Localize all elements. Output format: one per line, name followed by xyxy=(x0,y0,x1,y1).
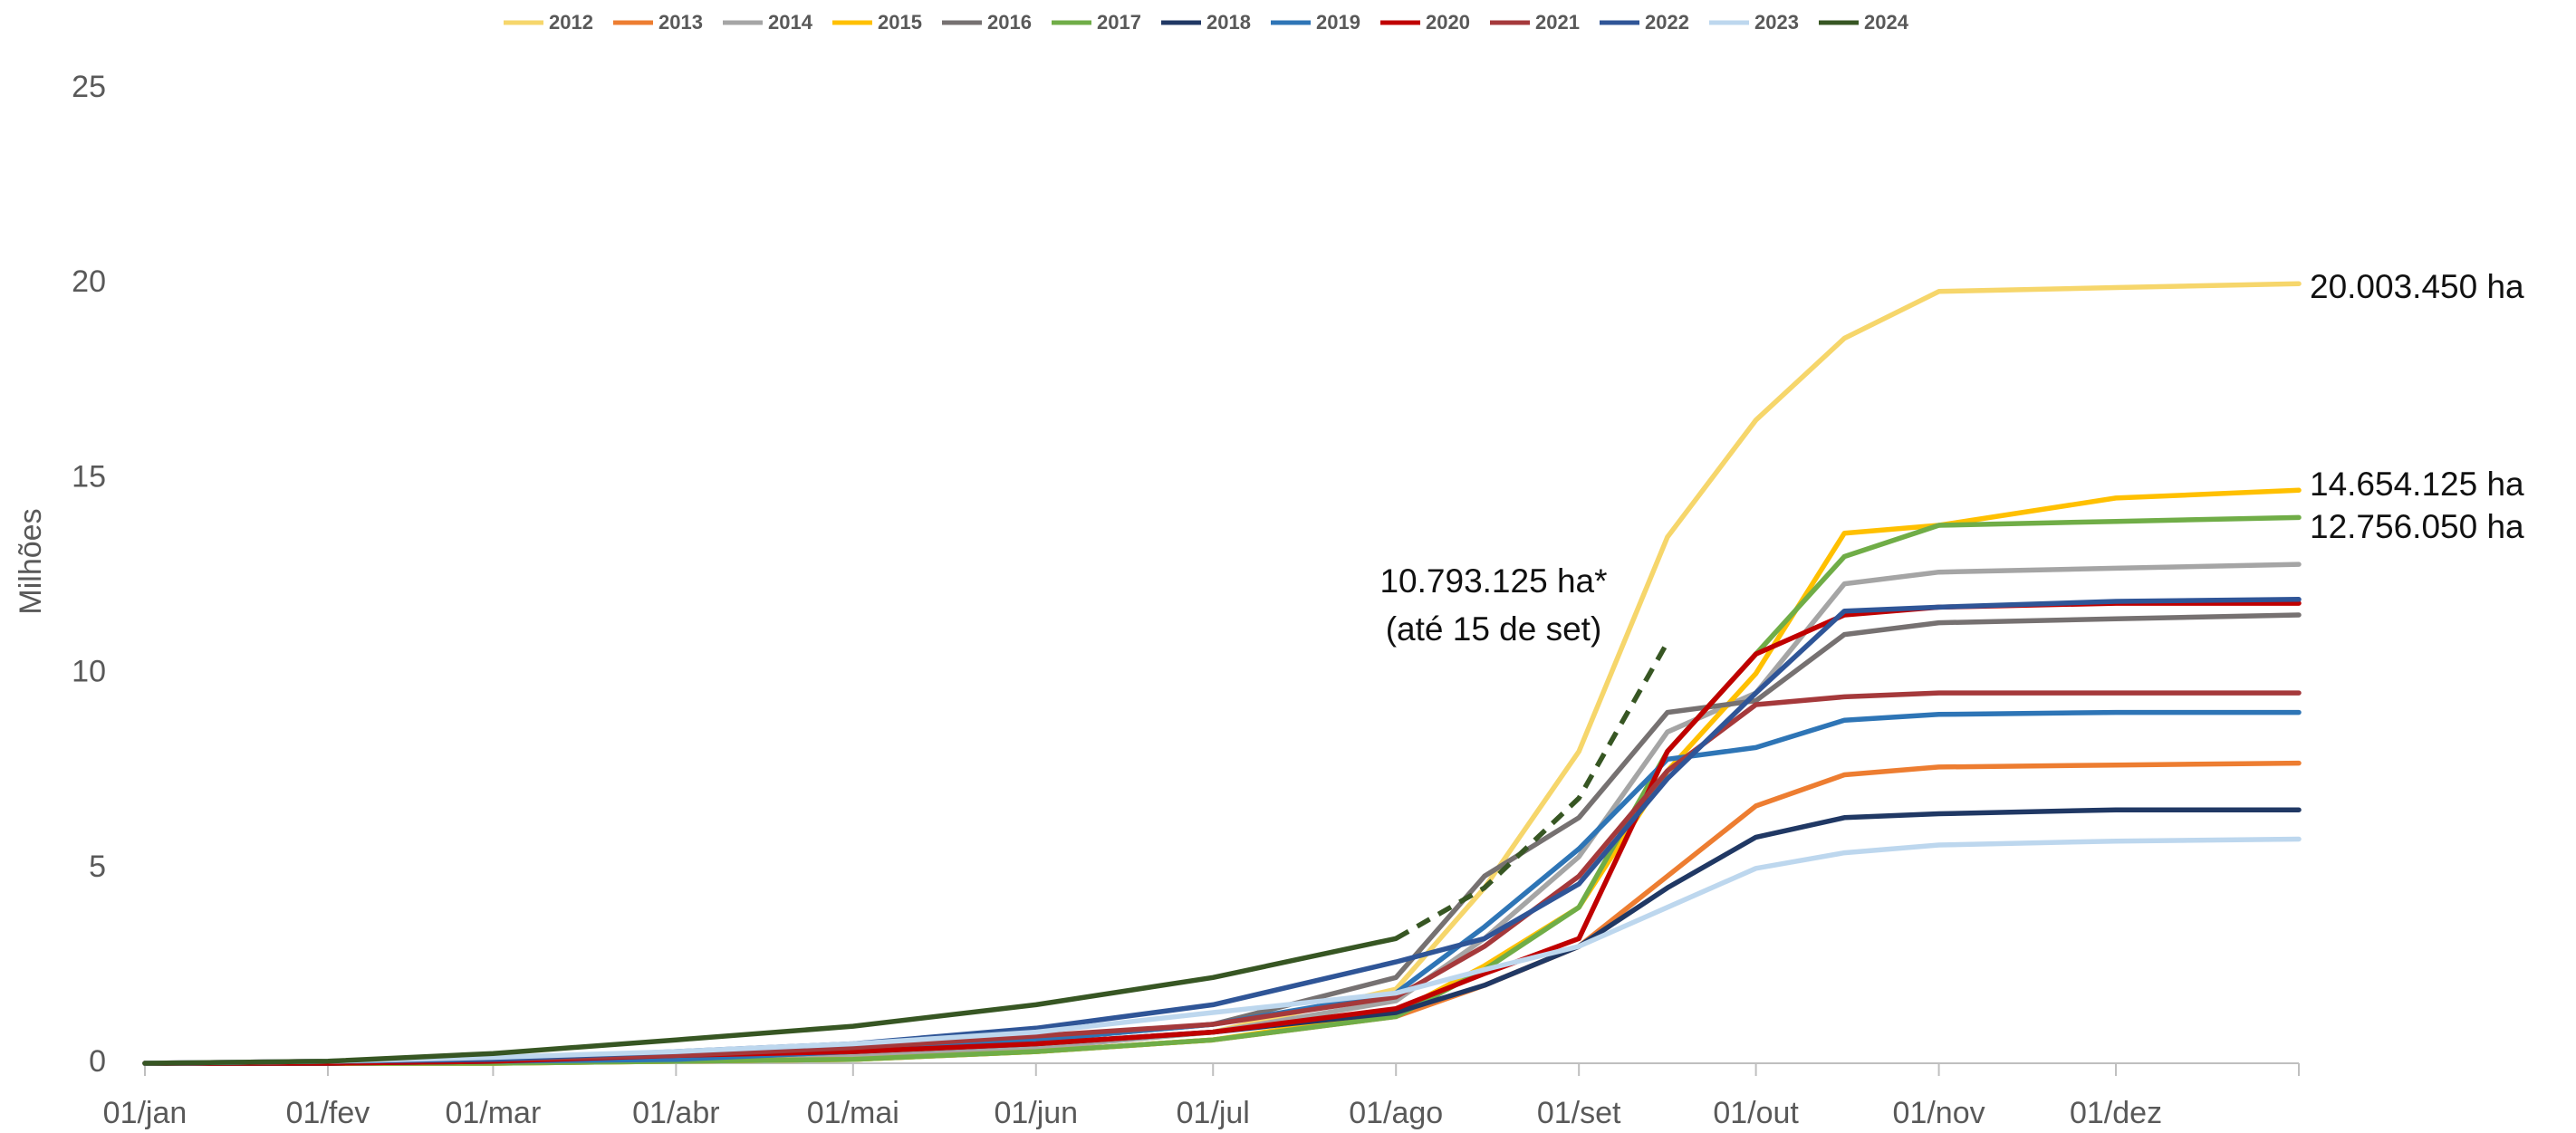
series-line xyxy=(142,597,2302,1066)
series-line xyxy=(142,690,2302,1066)
series-line xyxy=(142,936,1399,1066)
annotation: 12.756.050 ha xyxy=(2310,508,2524,545)
x-tick-label: 01/set xyxy=(1537,1096,1621,1130)
x-tick-label: 01/abr xyxy=(632,1096,719,1130)
legend-label: 2015 xyxy=(878,11,922,34)
annotation: (até 15 de set) xyxy=(1386,610,1602,648)
x-tick-label: 01/fev xyxy=(286,1096,370,1130)
series-line xyxy=(142,836,2302,1066)
series-line xyxy=(142,600,2302,1066)
x-tick-label: 01/out xyxy=(1713,1096,1799,1130)
x-tick-label: 01/jul xyxy=(1177,1096,1250,1130)
series-line xyxy=(142,612,2302,1066)
annotation: 10.793.125 ha* xyxy=(1379,562,1607,600)
series-line-dashed xyxy=(1394,640,1670,941)
x-tick-label: 01/ago xyxy=(1349,1096,1443,1130)
legend-label: 2020 xyxy=(1426,11,1470,34)
annotation: 20.003.450 ha xyxy=(2310,268,2524,305)
y-tick-label: 5 xyxy=(89,850,106,884)
legend-label: 2021 xyxy=(1535,11,1580,34)
x-tick-label: 01/nov xyxy=(1893,1096,1985,1130)
y-tick-label: 0 xyxy=(89,1044,106,1079)
legend-label: 2016 xyxy=(987,11,1032,34)
x-tick-label: 01/dez xyxy=(2070,1096,2162,1130)
x-tick-label: 01/mar xyxy=(445,1096,541,1130)
series-line xyxy=(142,514,2302,1066)
series-line xyxy=(142,760,2302,1066)
legend-label: 2014 xyxy=(768,11,813,34)
legend-label: 2019 xyxy=(1316,11,1360,34)
x-tick-label: 01/jan xyxy=(103,1096,187,1130)
series-line xyxy=(142,281,2302,1066)
y-tick-label: 25 xyxy=(72,70,106,104)
legend-label: 2017 xyxy=(1097,11,1141,34)
y-tick-label: 15 xyxy=(72,459,106,494)
x-tick-label: 01/jun xyxy=(994,1096,1078,1130)
legend-label: 2024 xyxy=(1864,11,1909,34)
y-axis-label: Milhões xyxy=(14,508,48,614)
legend-label: 2023 xyxy=(1754,11,1799,34)
legend-label: 2022 xyxy=(1645,11,1689,34)
legend-label: 2012 xyxy=(549,11,593,34)
annotation: 14.654.125 ha xyxy=(2310,466,2524,503)
y-tick-label: 20 xyxy=(72,264,106,299)
x-tick-label: 01/mai xyxy=(807,1096,899,1130)
y-tick-label: 10 xyxy=(72,655,106,689)
legend-label: 2018 xyxy=(1206,11,1251,34)
legend-label: 2013 xyxy=(658,11,703,34)
